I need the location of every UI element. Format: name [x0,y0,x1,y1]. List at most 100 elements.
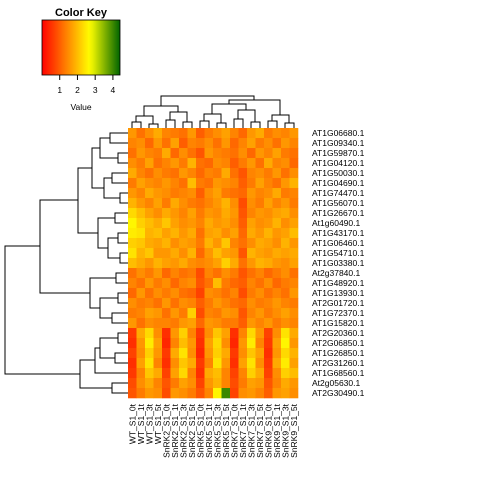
row-label: AT1G50030.1 [312,168,365,178]
heatmap-cell [136,218,146,229]
heatmap-cell [145,238,154,249]
heatmap-cell [247,188,256,199]
heatmap-cell [213,188,222,199]
heatmap-cell [162,278,171,289]
heatmap-cell [238,158,248,169]
heatmap-cell [238,128,248,139]
heatmap-cell [179,128,188,139]
heatmap-cell [264,318,273,329]
heatmap-cell [162,338,171,349]
row-label: AT1G43170.1 [312,228,365,238]
heatmap-cell [196,128,205,139]
heatmap-cell [213,248,222,259]
heatmap-cell [238,288,248,299]
heatmap-cell [128,168,137,179]
heatmap-cell [264,338,273,349]
heatmap-cell [145,328,154,339]
row-label: AT1G26670.1 [312,208,365,218]
heatmap-cell [136,228,146,239]
heatmap-cell [281,308,290,319]
heatmap-cell [145,338,154,349]
heatmap-cell [170,368,180,379]
heatmap-cell [230,348,239,359]
heatmap-cell [238,208,248,219]
heatmap-cell [196,358,205,369]
heatmap-cell [153,378,163,389]
heatmap-cell [187,318,197,329]
heatmap-cell [281,218,290,229]
heatmap-cell [213,138,222,149]
column-label: SnRK5_S1_1t [204,403,214,458]
heatmap-cell [170,298,180,309]
heatmap-cell [272,288,282,299]
heatmap-cell [162,328,171,339]
heatmap-cell [281,388,290,399]
heatmap-cell [255,178,265,189]
heatmap-cell [255,348,265,359]
heatmap-cell [204,278,214,289]
heatmap-cell [179,258,188,269]
heatmap-cell [128,388,137,399]
heatmap-cell [136,358,146,369]
row-label: AT1G48920.1 [312,278,365,288]
column-label: WT_S1_1t [136,403,146,444]
heatmap-cell [238,268,248,279]
heatmap-cell [230,238,239,249]
heatmap-cell [145,388,154,399]
heatmap-cell [136,328,146,339]
heatmap-cell [145,368,154,379]
heatmap-cell [187,138,197,149]
heatmap-cell [179,238,188,249]
row-label: AT1G54710.1 [312,248,365,258]
heatmap-cell [272,338,282,349]
heatmap-cell [179,208,188,219]
heatmap-cell [136,288,146,299]
heatmap-cell [247,238,256,249]
heatmap-cell [272,218,282,229]
heatmap-cell [238,378,248,389]
heatmap-cell [221,228,231,239]
heatmap-cell [162,198,171,209]
heatmap-cell [153,318,163,329]
heatmap-cell [264,248,273,259]
heatmap-cell [213,338,222,349]
heatmap-cell [230,388,239,399]
heatmap-cell [213,268,222,279]
heatmap-cell [196,258,205,269]
heatmap-cell [221,218,231,229]
heatmap-cell [128,138,137,149]
heatmap-cell [145,348,154,359]
heatmap-cell [204,208,214,219]
heatmap-cell [179,378,188,389]
heatmap-cell [230,308,239,319]
heatmap-cell [221,248,231,259]
heatmap-cell [153,188,163,199]
heatmap-cell [264,238,273,249]
heatmap-cell [162,238,171,249]
heatmap-cell [162,378,171,389]
heatmap-cell [264,268,273,279]
heatmap-cell [153,238,163,249]
heatmap-cell [281,198,290,209]
row-label: At2g37840.1 [312,268,360,278]
heatmap-cell [170,308,180,319]
heatmap-cell [196,338,205,349]
heatmap-cell [187,218,197,229]
heatmap-cell [264,168,273,179]
heatmap-cell [221,338,231,349]
heatmap-cell [204,218,214,229]
heatmap-cell [221,388,231,399]
heatmap-cell [153,198,163,209]
heatmap-cell [179,178,188,189]
heatmap-cell [136,258,146,269]
heatmap-cell [238,388,248,399]
heatmap-cell [204,368,214,379]
heatmap-cell [145,228,154,239]
heatmap-cell [145,288,154,299]
heatmap-cell [289,178,299,189]
heatmap-cell [153,308,163,319]
heatmap-cell [179,358,188,369]
heatmap-cell [264,178,273,189]
heatmap-cell [145,148,154,159]
heatmap-cell [289,358,299,369]
